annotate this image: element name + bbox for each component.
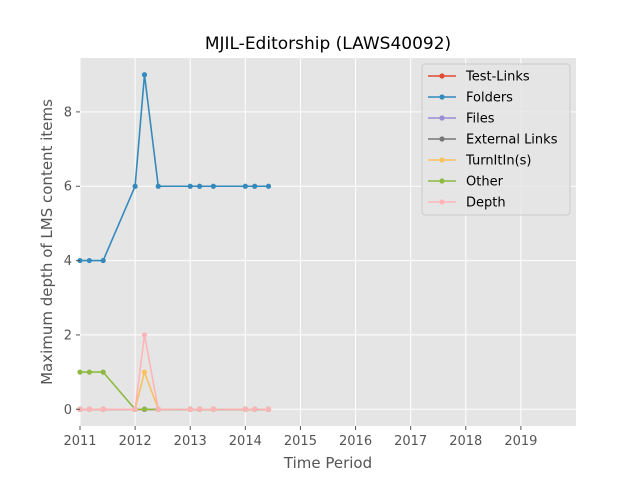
data-point-other (77, 369, 83, 375)
x-tick-label: 2019 (504, 434, 537, 449)
legend-swatch-marker (439, 199, 445, 205)
legend-swatch-marker (439, 178, 445, 184)
data-point-folders (141, 72, 148, 78)
legend-item-folders: Folders (428, 91, 513, 106)
data-point-folders (86, 257, 92, 264)
x-axis-label: Time Period (283, 454, 372, 472)
legend-item-depth: Depth (428, 196, 506, 211)
legend-label: TurnItIn(s) (465, 154, 531, 169)
data-point-folders (252, 183, 258, 189)
data-point-other (86, 369, 92, 375)
x-tick-label: 2015 (284, 434, 317, 449)
legend-swatch-marker (439, 115, 445, 121)
x-tick-label: 2017 (394, 434, 427, 449)
y-tick-label: 8 (64, 105, 72, 120)
y-tick-label: 2 (64, 328, 72, 343)
data-point-folders (265, 183, 272, 189)
data-point-folders (196, 183, 203, 189)
data-point-folders (187, 183, 193, 189)
legend-label: Other (466, 175, 504, 190)
legend-swatch-marker (439, 73, 445, 79)
data-point-depth (196, 406, 203, 412)
data-point-depth (132, 406, 138, 412)
x-tick-label: 2012 (119, 434, 152, 449)
data-point-folders (132, 183, 138, 189)
data-point-other (141, 406, 148, 412)
data-point-depth (242, 406, 248, 412)
legend-label: External Links (466, 133, 558, 148)
legend-swatch-marker (439, 136, 445, 142)
series-layer (77, 72, 272, 412)
data-point-depth (252, 406, 258, 412)
data-point-depth (141, 332, 148, 338)
legend-label: Depth (466, 196, 506, 211)
data-point-depth (155, 406, 161, 412)
data-point-depth (86, 406, 92, 412)
legend-label: Folders (466, 91, 513, 106)
series-folders (77, 72, 272, 264)
series-depth (77, 332, 272, 412)
data-point-folders (210, 183, 216, 189)
y-tick-label: 4 (64, 254, 72, 269)
chart-title: MJIL-Editorship (LAWS40092) (205, 34, 451, 54)
data-point-turnitin-s (141, 369, 148, 375)
x-tick-label: 2011 (63, 434, 96, 449)
data-point-other (100, 369, 106, 375)
y-axis-label: Maximum depth of LMS content items (38, 99, 56, 385)
data-point-depth (265, 406, 272, 412)
data-point-folders (100, 257, 106, 264)
x-tick-label: 2018 (449, 434, 482, 449)
legend-item-turnitin-s: TurnItIn(s) (428, 154, 531, 169)
legend-swatch-marker (439, 94, 445, 100)
legend-label: Files (466, 112, 495, 127)
y-axis: 0 2 4 6 8 (64, 105, 80, 418)
x-axis: 2011 2012 2013 2014 2015 2016 2017 2018 2019 (63, 426, 537, 449)
y-tick-label: 6 (64, 180, 72, 195)
data-point-depth (210, 406, 216, 412)
legend-label: Test-Links (465, 70, 530, 85)
legend-item-external-links: External Links (428, 133, 558, 148)
data-point-depth (100, 406, 106, 412)
legend: Test-Links Folders Files External Links Turn… (421, 63, 571, 216)
legend-item-test-links: Test-Links (428, 70, 530, 85)
data-point-depth (187, 406, 193, 412)
data-point-folders (155, 183, 161, 189)
y-tick-label: 0 (64, 403, 72, 418)
x-tick-label: 2013 (174, 434, 207, 449)
legend-box (421, 63, 571, 216)
legend-item-other: Other (428, 175, 504, 190)
x-tick-label: 2014 (229, 434, 262, 449)
legend-swatch-marker (439, 157, 445, 163)
legend-item-files: Files (428, 112, 495, 127)
x-tick-label: 2016 (339, 434, 372, 449)
data-point-folders (242, 183, 248, 189)
